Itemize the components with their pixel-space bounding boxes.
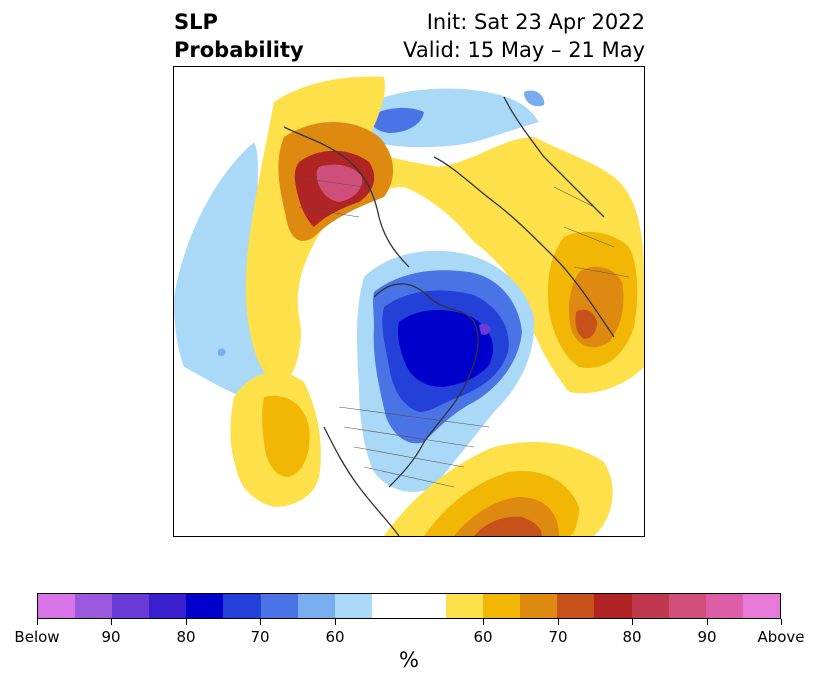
canada-below-90-region — [397, 310, 494, 387]
pacific-below-60-region — [174, 142, 276, 402]
colorbar-tick-label: 90 — [101, 628, 121, 646]
below-swatch — [260, 594, 298, 618]
colorbar-tick — [260, 619, 261, 625]
below-swatch — [223, 594, 261, 618]
above-swatch — [446, 594, 484, 618]
colorbar-tick — [781, 619, 782, 625]
below-swatch — [334, 594, 372, 618]
colorbar-tick — [37, 619, 38, 625]
title-line-2: Probability — [174, 38, 304, 62]
colorbar-tick — [335, 619, 336, 625]
above-swatch — [668, 594, 706, 618]
below-swatch — [75, 594, 113, 618]
forecast-dates: Init: Sat 23 Apr 2022 Valid: 15 May – 21… — [403, 8, 645, 64]
namerica-west-above-70-region — [262, 395, 310, 477]
below-swatch — [112, 594, 150, 618]
probability-colorbar — [37, 593, 781, 619]
colorbar-tick-label: 80 — [622, 628, 642, 646]
borders — [293, 176, 630, 488]
below-swatch — [38, 594, 76, 618]
europe-above-85-region — [575, 309, 597, 339]
colorbar-tick-label: Above — [757, 628, 805, 646]
colorbar-tick — [707, 619, 708, 625]
title-line-1: SLP — [174, 10, 218, 34]
colorbar-tick-label: 90 — [697, 628, 717, 646]
coastlines — [283, 96, 615, 536]
colorbar-tick — [111, 619, 112, 625]
map-canvas — [174, 76, 644, 536]
below-swatch — [149, 594, 187, 618]
above-swatch — [594, 594, 632, 618]
colorbar-unit: % — [399, 648, 419, 672]
colorbar-tick-label: 80 — [176, 628, 196, 646]
canada-below-95-spot — [479, 323, 491, 335]
valid-range: Valid: 15 May – 21 May — [403, 38, 645, 62]
colorbar-tick — [558, 619, 559, 625]
arctic-below-60-region — [359, 88, 539, 148]
colorbar-tick-label: 60 — [473, 628, 493, 646]
above-swatch — [557, 594, 595, 618]
colorbar-tick — [483, 619, 484, 625]
below-swatch — [297, 594, 335, 618]
arctic-below-60-patch — [524, 90, 545, 107]
above-swatch — [483, 594, 521, 618]
above-swatch — [631, 594, 669, 618]
atlantic-above-85-region — [474, 516, 542, 536]
colorbar-tick — [632, 619, 633, 625]
init-date: Init: Sat 23 Apr 2022 — [426, 10, 645, 34]
colorbar-tick — [186, 619, 187, 625]
map-title: SLP Probability — [174, 8, 304, 64]
colorbar-tick-label: 70 — [548, 628, 568, 646]
colorbar-tick-label: 70 — [250, 628, 270, 646]
below-swatch — [186, 594, 224, 618]
colorbar-tick-label: 60 — [325, 628, 345, 646]
colorbar-tick-label: Below — [14, 628, 60, 646]
probability-map — [173, 66, 645, 537]
neutral-swatch — [371, 594, 447, 618]
pacific-below-70-spot — [218, 348, 226, 356]
arctic-below-70-region — [369, 107, 424, 133]
above-swatch — [742, 594, 780, 618]
above-swatch — [520, 594, 558, 618]
above-swatch — [705, 594, 743, 618]
